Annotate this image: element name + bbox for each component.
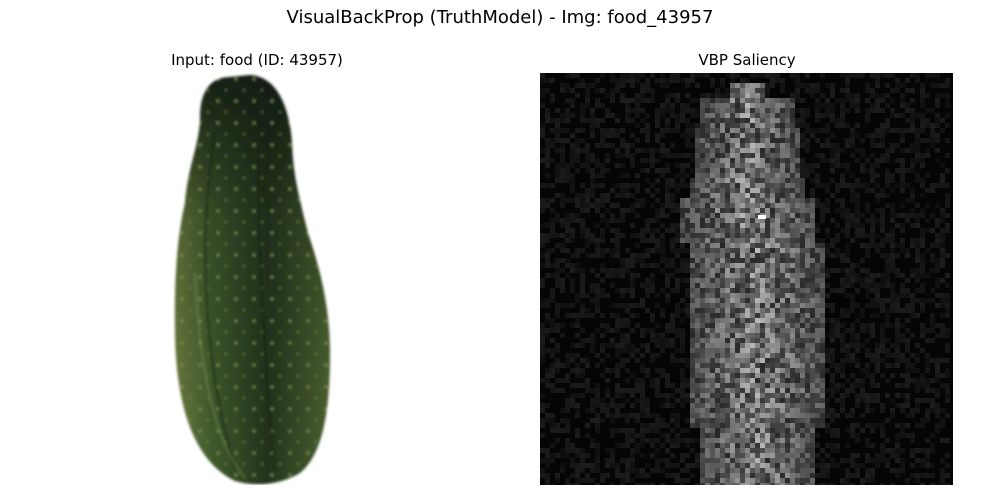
input-image-panel — [50, 73, 463, 485]
saliency-map-panel — [540, 73, 953, 485]
cucumber-image — [174, 75, 330, 485]
figure-title: VisualBackProp (TruthModel) - Img: food_… — [286, 7, 714, 28]
input-panel-title: Input: food (ID: 43957) — [171, 51, 343, 69]
saliency-panel-title: VBP Saliency — [698, 51, 796, 69]
saliency-map — [540, 73, 950, 485]
